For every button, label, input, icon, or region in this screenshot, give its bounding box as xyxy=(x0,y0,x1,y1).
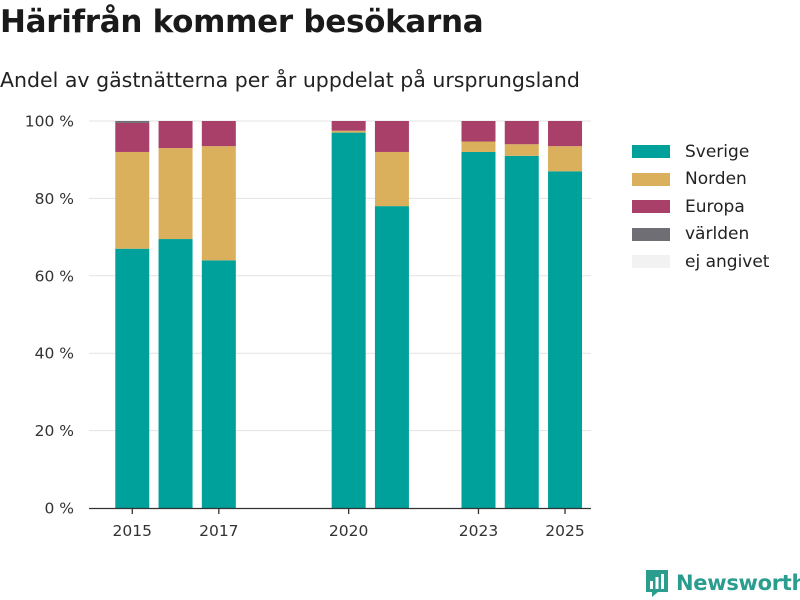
bar-segment xyxy=(115,248,150,508)
legend-swatch-ej-angivet xyxy=(632,255,670,269)
legend-swatch-norden xyxy=(632,172,670,186)
legend-item-norden: Norden xyxy=(632,166,769,194)
bar-segment xyxy=(331,121,366,131)
bar-segment xyxy=(201,260,236,508)
bar-segment xyxy=(374,121,409,152)
bar-segment xyxy=(374,151,409,207)
bar-segment xyxy=(548,146,583,172)
bar-segment xyxy=(504,155,539,508)
bar-segment xyxy=(504,121,539,145)
bar-segment xyxy=(548,171,583,508)
x-tick-label: 2023 xyxy=(459,522,498,540)
bar-segment xyxy=(461,151,496,508)
legend-item-varlden: världen xyxy=(632,221,769,249)
bar-segment xyxy=(504,144,539,156)
bar-segment xyxy=(331,132,366,509)
y-tick-label: 100 % xyxy=(25,113,74,131)
bar-segment xyxy=(115,122,150,152)
chart-title: Härifrån kommer besökarna xyxy=(0,4,484,40)
legend-label-europa: Europa xyxy=(685,196,745,217)
brand-logo: Newsworthy xyxy=(644,568,800,598)
y-tick-label: 60 % xyxy=(35,267,74,285)
legend-label-sverige: Sverige xyxy=(685,141,750,162)
bar-segment xyxy=(461,121,496,142)
legend-label-varlden: världen xyxy=(685,224,750,245)
bar-segment xyxy=(374,206,409,508)
legend-item-sverige: Sverige xyxy=(632,138,769,166)
x-tick-label: 2020 xyxy=(329,522,368,540)
x-tick-label: 2025 xyxy=(545,522,584,540)
bar-segment xyxy=(115,121,150,123)
bar-segment xyxy=(201,121,236,147)
legend-swatch-varlden xyxy=(632,227,670,241)
chart-subtitle: Andel av gästnätterna per år uppdelat på… xyxy=(0,68,580,92)
legend-item-ej-angivet: ej angivet xyxy=(632,248,769,276)
y-tick-label: 40 % xyxy=(35,345,74,363)
legend-swatch-europa xyxy=(632,200,670,214)
brand-name: Newsworthy xyxy=(676,571,800,595)
newsworthy-icon xyxy=(646,570,668,597)
legend-label-norden: Norden xyxy=(685,169,747,190)
bar-segment xyxy=(115,151,150,249)
bar-segment xyxy=(201,146,236,261)
y-tick-label: 20 % xyxy=(35,422,74,440)
y-tick-label: 80 % xyxy=(35,190,74,208)
bar-segment xyxy=(461,141,496,152)
x-tick-label: 2017 xyxy=(199,522,238,540)
y-tick-label: 0 % xyxy=(44,500,74,518)
bar-segment xyxy=(158,121,193,149)
x-tick-label: 2015 xyxy=(113,522,152,540)
legend-label-ej-angivet: ej angivet xyxy=(685,251,770,272)
bar-segment xyxy=(158,148,193,240)
bar-segment xyxy=(158,239,193,508)
bar-segment xyxy=(548,121,583,147)
legend-swatch-sverige xyxy=(632,145,670,159)
legend: Sverige Norden Europa världen ej angivet xyxy=(632,138,769,276)
bar-segment xyxy=(331,130,366,133)
legend-item-europa: Europa xyxy=(632,193,769,221)
